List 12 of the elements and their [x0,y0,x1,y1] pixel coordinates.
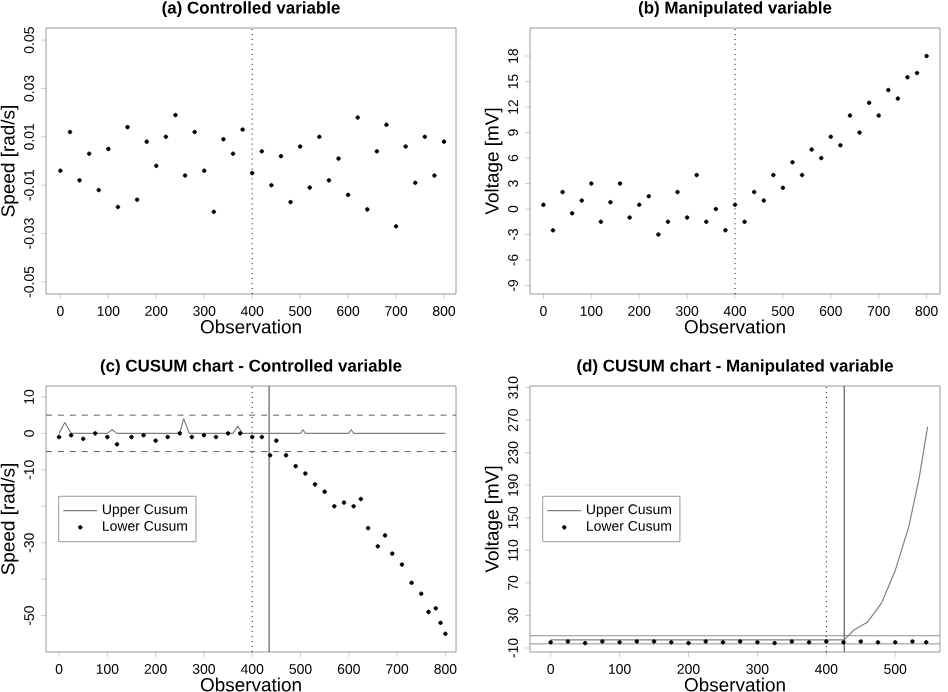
x-axis-title: Observation [684,319,785,334]
y-axis-title: Speed [rad/s] [0,464,19,575]
chart-title: (b) Manipulated variable [638,1,832,17]
y-axis-title: Voltage [mV] [484,108,503,215]
y-axis-title: Speed [rad/s] [0,106,19,217]
x-axis-title: Observation [200,319,301,334]
x-axis-title: Observation [684,677,785,692]
chart-title: (a) Controlled variable [162,1,340,17]
x-axis-title: Observation [200,677,301,692]
chart-title: (c) CUSUM chart - Controlled variable [100,359,402,375]
y-axis-title: Voltage [mV] [484,466,503,573]
chart-title: (d) CUSUM chart - Manipulated variable [577,359,893,375]
